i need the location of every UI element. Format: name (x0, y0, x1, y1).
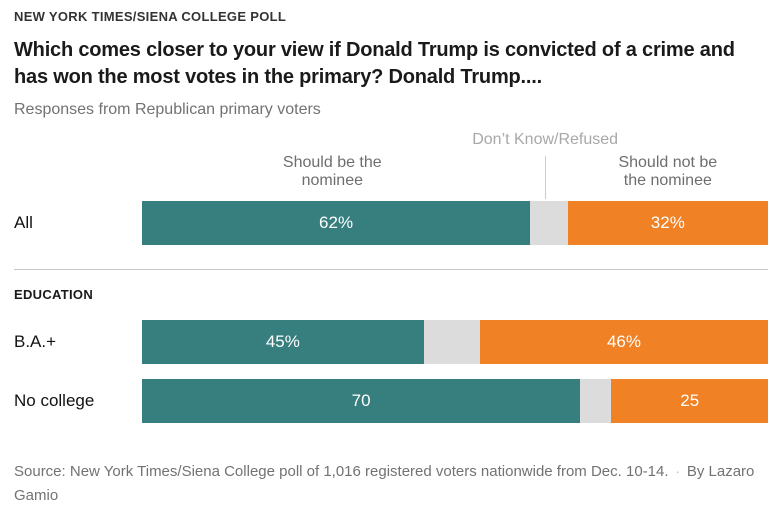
source-note: Source: New York Times/Siena College pol… (14, 460, 768, 508)
bar-track: 70 25 (142, 379, 768, 423)
segment-dont-know (530, 201, 568, 245)
segment-value: 32% (650, 213, 685, 232)
section-divider (14, 269, 768, 270)
separator-dot: · (675, 464, 680, 479)
subtitle: Responses from Republican primary voters (14, 101, 321, 118)
segment-should-not-be-nominee: 25 (611, 379, 768, 423)
segment-value: 46% (606, 332, 641, 351)
segment-should-not-be-nominee: 32% (567, 201, 768, 245)
column-header-dont-know: Don’t Know/Refused (472, 131, 619, 148)
byline: By Lazaro Gamio (14, 463, 755, 504)
segment-value: 25 (680, 391, 700, 410)
column-header-should-be: Should be the nominee (282, 154, 382, 190)
source-text: Source: New York Times/Siena College pol… (14, 463, 669, 480)
segment-should-be-nominee: 45% (142, 320, 424, 364)
segment-should-be-nominee: 70 (142, 379, 581, 423)
page-title: Which comes closer to your view if Donal… (14, 39, 735, 88)
bar-track: 62% 32% (142, 201, 768, 245)
segment-value: 70 (351, 391, 371, 410)
bar-row-all: All 62% 32% (14, 201, 768, 245)
segment-dont-know (580, 379, 612, 423)
kicker: NEW YORK TIMES/SIENA COLLEGE POLL (14, 9, 287, 24)
segment-value: 62% (319, 213, 354, 232)
dont-know-leader-line (545, 156, 547, 199)
row-label: All (14, 213, 33, 232)
segment-should-be-nominee: 62% (142, 201, 531, 245)
column-header-should-not-be: Should not be the nominee (618, 154, 718, 190)
bar-row-no-college: No college 70 25 (14, 379, 768, 423)
row-label: B.A.+ (14, 332, 57, 351)
bar-row-ba-plus: B.A.+ 45% 46% (14, 320, 768, 364)
column-headers: Don’t Know/Refused Should be the nominee… (142, 131, 768, 201)
segment-should-not-be-nominee: 46% (480, 320, 768, 364)
stacked-bar-chart: Don’t Know/Refused Should be the nominee… (14, 131, 768, 423)
bar-track: 45% 46% (142, 320, 768, 364)
segment-value: 45% (265, 332, 300, 351)
segment-dont-know (423, 320, 481, 364)
section-label-education: EDUCATION (14, 287, 94, 302)
row-label: No college (14, 391, 95, 410)
